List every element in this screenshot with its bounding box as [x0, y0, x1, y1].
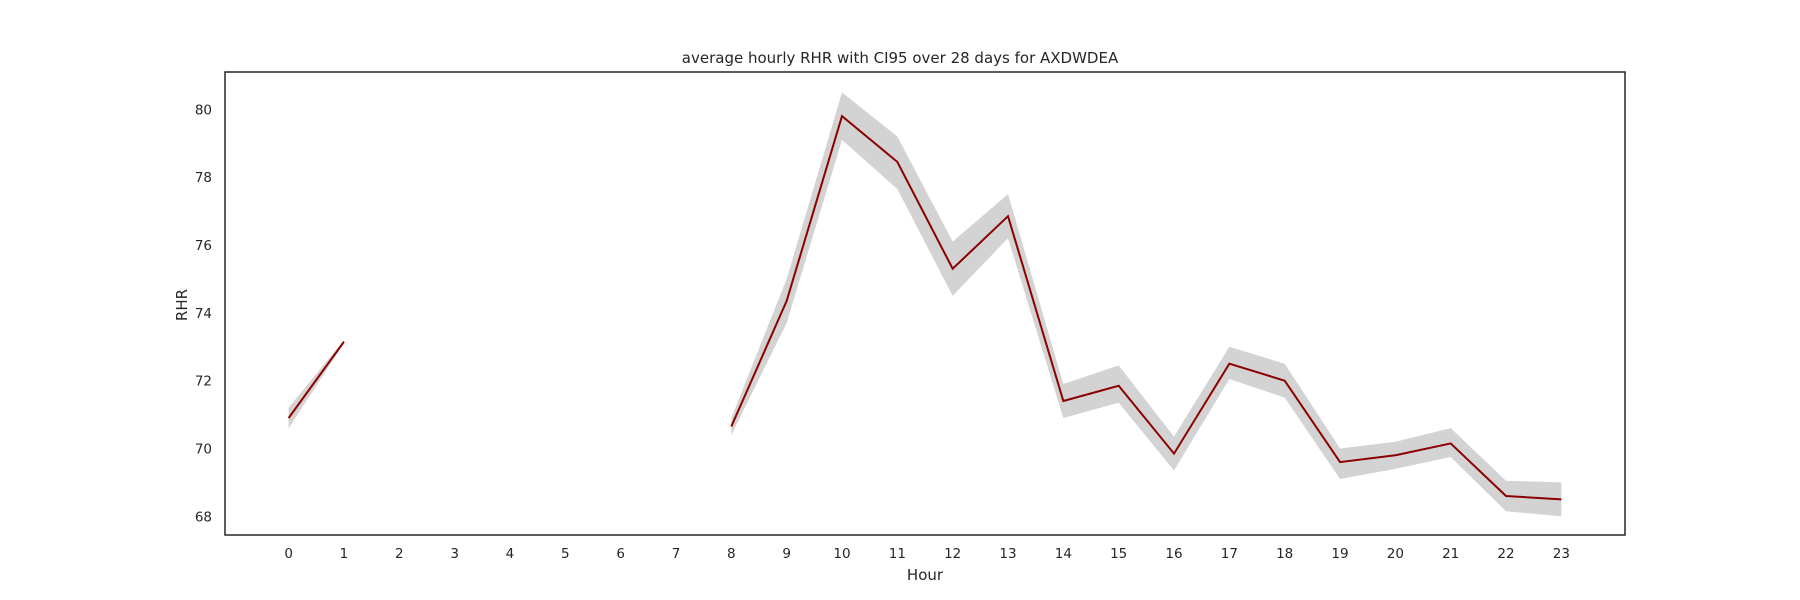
x-tick-label: 5	[561, 546, 570, 562]
x-tick-label: 11	[889, 546, 906, 562]
x-tick-label: 23	[1553, 546, 1570, 562]
x-tick-label: 1	[340, 546, 349, 562]
ci-bands	[288, 92, 1562, 517]
x-tick-label: 8	[727, 546, 736, 562]
plot-frame	[224, 71, 1626, 536]
x-tick-label: 3	[450, 546, 459, 562]
x-tick-label: 21	[1442, 546, 1459, 562]
y-tick-labels: 68 70 72 74 76 78 80	[195, 102, 212, 525]
x-tick-label: 10	[833, 546, 850, 562]
x-axis-label: Hour	[907, 566, 944, 584]
x-tick-label: 0	[284, 546, 293, 562]
x-tick-label: 7	[672, 546, 681, 562]
x-tick-labels: 0 1 2 3 4 5 6 7 8 9 10 11 12 13 14 15 16 17 18 19 20 21 22 23	[284, 546, 1570, 562]
y-axis-label: RHR	[173, 289, 191, 321]
x-tick-label: 22	[1497, 546, 1514, 562]
x-tick-label: 12	[944, 546, 961, 562]
x-tick-label: 9	[782, 546, 791, 562]
y-tick-label: 68	[195, 509, 212, 525]
chart-title: average hourly RHR with CI95 over 28 day…	[682, 49, 1119, 67]
y-tick-label: 72	[195, 374, 212, 390]
rhr-line-0	[287, 341, 345, 419]
x-tick-label: 6	[616, 546, 625, 562]
rhr-line-1	[730, 114, 1562, 501]
y-tick-label: 78	[195, 170, 212, 186]
y-tick-label: 74	[195, 306, 212, 322]
x-tick-label: 2	[395, 546, 404, 562]
x-tick-label: 16	[1165, 546, 1182, 562]
ci-band-1	[731, 92, 1562, 517]
x-tick-label: 19	[1331, 546, 1348, 562]
x-tick-label: 14	[1055, 546, 1072, 562]
x-tick-label: 18	[1276, 546, 1293, 562]
y-tick-label: 80	[195, 102, 212, 118]
y-tick-label: 76	[195, 238, 212, 254]
rhr-lines	[287, 114, 1562, 501]
y-tick-label: 70	[195, 442, 212, 458]
x-tick-label: 20	[1387, 546, 1404, 562]
x-tick-label: 15	[1110, 546, 1127, 562]
x-tick-label: 17	[1221, 546, 1238, 562]
x-tick-label: 13	[999, 546, 1016, 562]
x-tick-label: 4	[506, 546, 515, 562]
